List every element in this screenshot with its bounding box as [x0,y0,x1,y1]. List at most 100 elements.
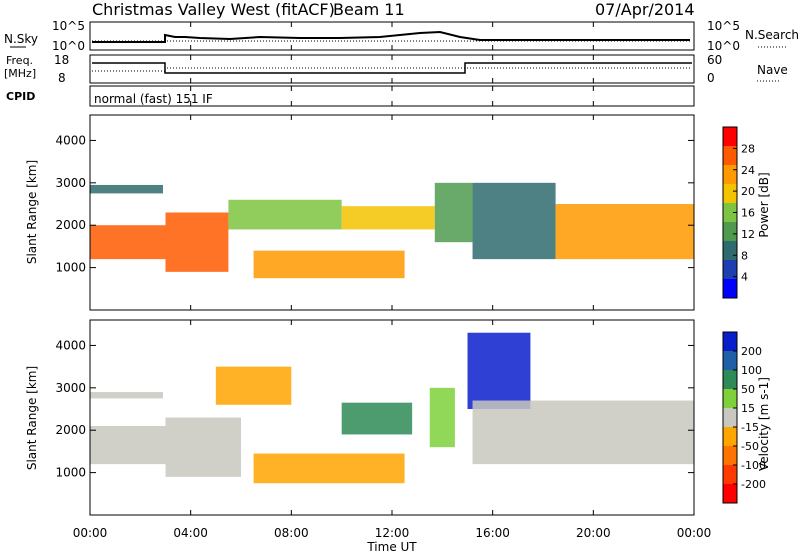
freq-label-line1: Freq. [6,54,33,67]
colorbar-swatch [723,389,737,408]
velocity-colorbar: 200 100 50 15 -15 -50 -100 -200 [722,331,766,504]
power-echo-region-1 [90,225,166,260]
colorbar-swatch [723,260,737,279]
colorbar-swatch [723,351,737,370]
y-tick-label: 1000 [55,261,86,275]
power-echo-region-4 [228,199,342,230]
x-tick-label: 00:00 [73,526,108,540]
time-axis: 00:00 04:00 08:00 12:00 16:00 20:00 00:00 [73,22,712,540]
station-title: Christmas Valley West (fitACF) [92,0,335,19]
colorbar-tick-label: -200 [741,478,766,491]
colorbar-swatch [723,241,737,260]
y-tick-label: 3000 [55,176,86,190]
power-colorbar: 4 8 12 16 20 24 28 [722,126,755,299]
colorbar-swatch [723,184,737,203]
velocity-echo-region-8 [467,332,531,410]
velocity-panel: 1000 2000 3000 4000 Slant Range [km] 200 100… [25,319,771,516]
nave-tick-top: 60 [707,53,722,67]
power-panel: 1000 2000 3000 4000 Slant Range [km] 4 8 12 16… [25,114,771,311]
colorbar-frame [722,331,738,504]
cpid-value: normal (fast) 151 IF [94,92,213,106]
power-y-axis: 1000 2000 3000 4000 [55,133,694,275]
colorbar-tick-label: 200 [741,345,762,358]
colorbar-swatch [723,370,737,389]
x-tick-label: 16:00 [475,526,510,540]
colorbar-tick-label: 50 [741,383,755,396]
nsearch-label: N.Search [745,28,799,42]
freq-tick-bottom: 8 [58,71,66,85]
power-echo-region-9 [555,204,694,260]
colorbar-swatch [723,332,737,351]
colorbar-swatch [723,465,737,484]
velocity-echo-layer [90,332,694,484]
freq-tick-top: 18 [54,53,69,67]
nsky-tick-top: 10^5 [52,19,85,33]
colorbar-swatch [723,446,737,465]
colorbar-swatch [723,427,737,446]
power-echo-region-2 [90,184,163,194]
power-ylabel: Slant Range [km] [25,160,39,264]
y-tick-label: 4000 [55,338,86,352]
power-colorbar-label: Power [dB] [757,172,771,237]
nsky-trace [92,30,690,43]
x-tick-label: 20:00 [576,526,611,540]
colorbar-tick-label: 4 [741,271,748,284]
velocity-echo-region-4 [215,366,292,405]
power-echo-region-5 [253,250,405,279]
velocity-echo-region-2 [90,392,163,399]
colorbar-swatch [723,484,737,503]
cpid-panel: CPID normal (fast) 151 IF [6,85,695,107]
freq-label-line2: [MHz] [4,67,36,80]
power-echo-region-6 [341,206,435,230]
colorbar-tick-label: -15 [741,421,759,434]
x-tick-label: 08:00 [274,526,309,540]
nave-label: Nave [757,63,788,77]
velocity-echo-region-1 [90,425,166,465]
nave-trace [92,67,692,72]
velocity-echo-region-5 [253,453,405,484]
nave-tick-bottom: 0 [707,71,715,85]
nsky-panel: N.Sky 10^5 10^0 10^5 10^0 N.Search [4,19,799,53]
date-label: 07/Apr/2014 [595,0,695,19]
velocity-echo-region-7 [429,387,455,448]
colorbar-tick-label: 16 [741,207,755,220]
colorbar-tick-label: -50 [741,440,759,453]
velocity-echo-region-3 [165,417,241,477]
colorbar-tick-label: 15 [741,402,755,415]
velocity-y-axis: 1000 2000 3000 4000 [55,338,694,480]
freq-panel: Freq. [MHz] 18 8 60 0 Nave [4,53,788,85]
power-echo-region-7 [434,182,473,243]
velocity-echo-region-9 [472,400,694,465]
cpid-label: CPID [6,90,35,103]
nsearch-tick-top: 10^5 [707,19,740,33]
y-tick-label: 2000 [55,423,86,437]
y-tick-label: 2000 [55,218,86,232]
beam-label: Beam 11 [333,0,405,19]
colorbar-tick-label: 100 [741,364,762,377]
time-axis-label: Time UT [366,540,417,554]
colorbar-swatch [723,222,737,241]
colorbar-tick-label: 12 [741,228,755,241]
colorbar-tick-label: 28 [741,142,755,155]
colorbar-tick-label: -100 [741,459,766,472]
colorbar-swatch [723,203,737,222]
colorbar-tick-label: 8 [741,249,748,262]
colorbar-tick-label: 24 [741,164,755,177]
y-tick-label: 3000 [55,381,86,395]
nsky-label: N.Sky [4,32,38,46]
colorbar-swatch [723,146,737,165]
power-echo-region-8 [472,182,556,260]
velocity-echo-region-6 [341,402,413,435]
nsky-tick-bottom: 10^0 [52,39,85,53]
power-echo-layer [90,182,694,279]
colorbar-swatch [723,408,737,427]
colorbar-swatch [723,127,737,146]
x-tick-label: 04:00 [173,526,208,540]
y-tick-label: 1000 [55,466,86,480]
colorbar-tick-label: 20 [741,185,755,198]
freq-trace [92,62,692,74]
velocity-ylabel: Slant Range [km] [25,366,39,470]
x-tick-label: 00:00 [677,526,712,540]
colorbar-swatch [723,165,737,184]
